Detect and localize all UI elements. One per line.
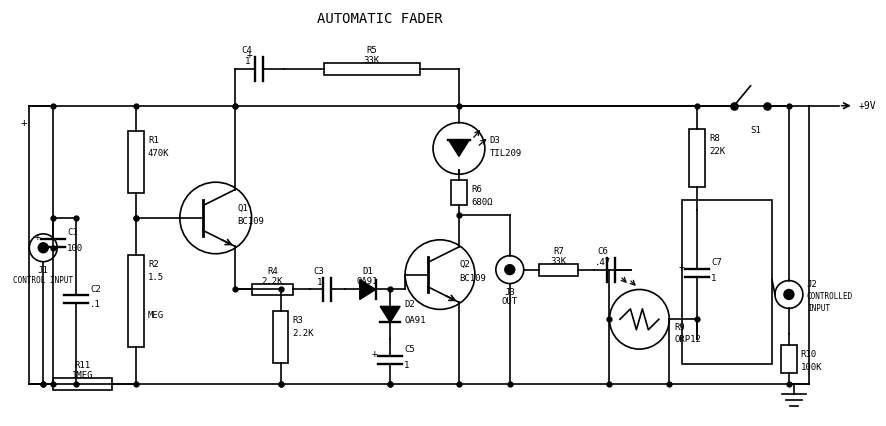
Text: OUT: OUT	[501, 297, 517, 306]
Text: 1MEG: 1MEG	[72, 371, 93, 380]
Text: R4: R4	[268, 267, 278, 276]
Text: BC109: BC109	[237, 217, 264, 227]
Text: OA91: OA91	[357, 276, 378, 285]
Text: CONTROLLED: CONTROLLED	[807, 292, 853, 301]
Bar	[128, 255, 144, 346]
Text: R11: R11	[74, 361, 90, 370]
Text: MEG: MEG	[148, 311, 164, 320]
Text: R7: R7	[553, 247, 564, 256]
Text: +9V: +9V	[859, 101, 876, 111]
Text: INPUT: INPUT	[807, 304, 830, 313]
Text: R10: R10	[801, 350, 817, 360]
Text: AUTOMATIC FADER: AUTOMATIC FADER	[317, 12, 443, 26]
Text: R3: R3	[292, 316, 303, 325]
Text: +: +	[371, 348, 377, 359]
Bar	[128, 131, 144, 193]
Text: D1: D1	[362, 267, 373, 276]
Bar	[781, 345, 797, 373]
Text: 1.5: 1.5	[148, 273, 164, 282]
Text: 2.2K: 2.2K	[292, 328, 314, 338]
Text: D2: D2	[404, 300, 415, 309]
Text: 1: 1	[316, 277, 322, 287]
Text: Q2: Q2	[459, 260, 470, 269]
Bar	[540, 264, 578, 276]
Text: J1: J1	[38, 266, 49, 275]
Text: 22K: 22K	[709, 147, 726, 156]
Text: C3: C3	[314, 267, 324, 276]
Text: 33K: 33K	[550, 256, 567, 266]
Text: ORP12: ORP12	[674, 335, 701, 344]
Text: C2: C2	[90, 285, 101, 294]
Text: 100K: 100K	[801, 363, 822, 372]
Text: J3: J3	[504, 288, 515, 296]
Circle shape	[784, 290, 794, 299]
Text: C5: C5	[404, 345, 415, 354]
Polygon shape	[360, 279, 376, 299]
Text: +: +	[35, 232, 40, 242]
Text: D3: D3	[490, 136, 501, 145]
Text: J2: J2	[807, 280, 818, 289]
Text: 470K: 470K	[148, 149, 169, 158]
Text: C7: C7	[711, 258, 722, 267]
Polygon shape	[380, 306, 400, 322]
Bar	[323, 63, 420, 75]
Text: R1: R1	[148, 136, 159, 145]
Text: 1: 1	[245, 57, 250, 66]
Text: R9: R9	[674, 323, 685, 332]
Text: +: +	[679, 262, 684, 272]
Text: 1: 1	[404, 361, 409, 370]
Text: 680Ω: 680Ω	[471, 198, 493, 207]
Polygon shape	[449, 141, 469, 156]
Circle shape	[38, 243, 48, 253]
Text: TIL209: TIL209	[490, 149, 522, 158]
Text: Q1: Q1	[237, 204, 248, 213]
Text: OA91: OA91	[404, 316, 425, 325]
Text: R2: R2	[148, 260, 159, 269]
Text: C6: C6	[598, 247, 609, 256]
Bar	[273, 311, 289, 363]
Text: CONTROL INPUT: CONTROL INPUT	[13, 276, 74, 285]
Text: 1: 1	[711, 274, 717, 283]
Text: 100: 100	[67, 244, 83, 253]
Bar	[451, 180, 467, 205]
Text: C4: C4	[242, 46, 253, 55]
Text: 2.2K: 2.2K	[261, 276, 284, 285]
Text: +: +	[21, 118, 27, 128]
Text: R5: R5	[366, 46, 377, 55]
Text: R6: R6	[471, 185, 482, 194]
Text: 33K: 33K	[363, 56, 380, 65]
Bar	[53, 378, 112, 390]
Bar	[252, 284, 293, 296]
Text: .47: .47	[595, 258, 611, 267]
Text: .1: .1	[90, 300, 101, 309]
Circle shape	[505, 265, 515, 275]
Text: C1: C1	[67, 228, 78, 237]
Text: S1: S1	[750, 126, 761, 135]
Bar	[689, 129, 705, 187]
Bar	[682, 200, 772, 364]
Text: BC109: BC109	[459, 274, 486, 283]
Text: +: +	[246, 50, 253, 60]
Text: R8: R8	[709, 134, 720, 143]
